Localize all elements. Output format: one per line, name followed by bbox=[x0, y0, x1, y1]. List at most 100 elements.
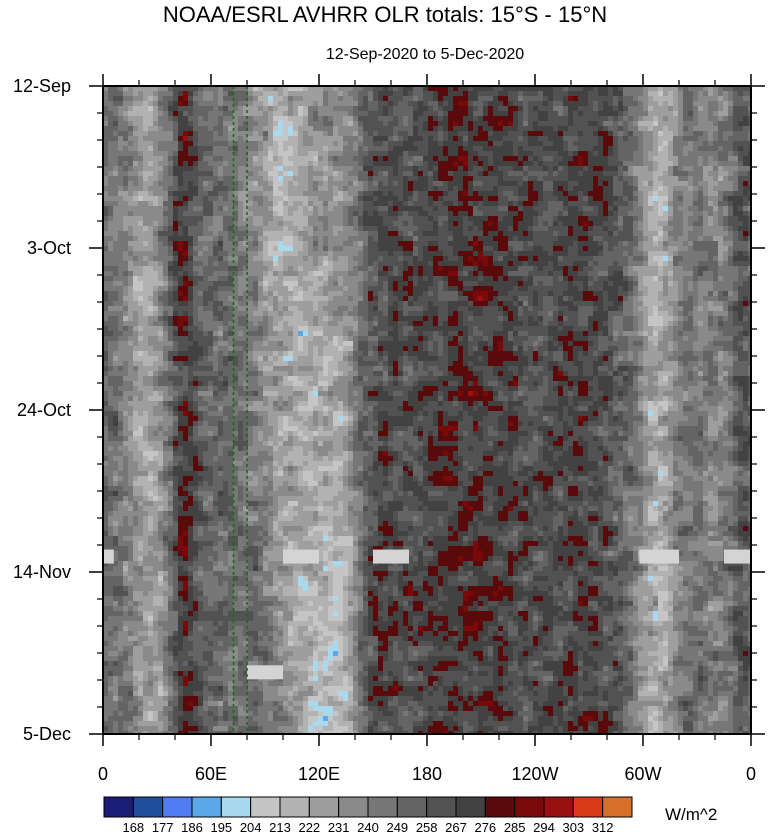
olr-cell bbox=[528, 121, 534, 127]
olr-cell bbox=[503, 251, 509, 257]
olr-cell bbox=[588, 181, 594, 187]
olr-cell bbox=[423, 226, 429, 232]
olr-cell bbox=[108, 241, 114, 247]
olr-cell bbox=[283, 91, 289, 97]
olr-cell bbox=[128, 161, 134, 167]
olr-cell bbox=[468, 136, 474, 142]
olr-cell bbox=[443, 101, 449, 107]
olr-cell bbox=[323, 226, 329, 232]
olr-cell bbox=[548, 241, 554, 247]
olr-cell bbox=[538, 166, 544, 172]
olr-cell bbox=[463, 246, 469, 252]
olr-cell bbox=[673, 106, 679, 112]
olr-cell bbox=[113, 86, 119, 92]
olr-cell bbox=[453, 236, 459, 242]
olr-cell bbox=[328, 266, 334, 272]
olr-cell bbox=[333, 131, 339, 137]
olr-cell bbox=[723, 241, 729, 247]
olr-cell bbox=[493, 136, 499, 142]
olr-cell bbox=[328, 261, 334, 267]
olr-cell bbox=[593, 211, 599, 217]
olr-cell bbox=[748, 206, 752, 212]
olr-cell bbox=[168, 201, 174, 207]
olr-cell bbox=[188, 146, 194, 152]
olr-cell bbox=[388, 201, 394, 207]
olr-cell bbox=[128, 106, 134, 112]
olr-cell bbox=[648, 111, 654, 117]
olr-cell bbox=[403, 201, 409, 207]
olr-cell bbox=[683, 256, 689, 262]
olr-cell bbox=[598, 201, 604, 207]
olr-cell bbox=[323, 101, 329, 107]
olr-cell bbox=[718, 106, 724, 112]
olr-cell bbox=[428, 206, 434, 212]
olr-cell bbox=[393, 221, 399, 227]
olr-cell bbox=[243, 121, 249, 127]
olr-cell bbox=[333, 211, 339, 217]
olr-cell bbox=[673, 211, 679, 217]
olr-cell bbox=[733, 236, 739, 242]
olr-cell bbox=[488, 186, 494, 192]
olr-cell bbox=[618, 221, 624, 227]
olr-cell bbox=[668, 106, 674, 112]
olr-cell bbox=[643, 206, 649, 212]
olr-cell bbox=[498, 256, 504, 262]
olr-cell bbox=[493, 241, 499, 247]
olr-cell bbox=[523, 261, 529, 267]
olr-cell bbox=[173, 276, 179, 282]
olr-cell bbox=[188, 136, 194, 142]
olr-cell bbox=[603, 206, 609, 212]
olr-cell bbox=[728, 196, 734, 202]
olr-cell bbox=[488, 246, 494, 252]
olr-cell bbox=[403, 136, 409, 142]
olr-cell bbox=[703, 161, 709, 167]
olr-cell bbox=[573, 231, 579, 237]
olr-cell bbox=[513, 271, 519, 277]
olr-cell bbox=[473, 121, 479, 127]
olr-cell bbox=[678, 221, 684, 227]
olr-cell bbox=[233, 91, 239, 97]
olr-cell bbox=[493, 221, 499, 227]
olr-cell bbox=[173, 96, 179, 102]
olr-cell bbox=[718, 86, 724, 92]
olr-cell bbox=[218, 216, 224, 222]
olr-cell bbox=[443, 221, 449, 227]
olr-cell bbox=[388, 131, 394, 137]
olr-cell bbox=[173, 206, 179, 212]
olr-cell bbox=[663, 236, 669, 242]
olr-cell bbox=[103, 231, 109, 237]
olr-cell bbox=[648, 221, 654, 227]
olr-cell bbox=[643, 126, 649, 132]
olr-cell bbox=[718, 191, 724, 197]
olr-cell bbox=[503, 246, 509, 252]
olr-cell bbox=[388, 101, 394, 107]
olr-cell bbox=[298, 236, 304, 242]
olr-cell bbox=[678, 171, 684, 177]
olr-cell bbox=[328, 186, 334, 192]
olr-cell bbox=[723, 86, 729, 92]
olr-cell bbox=[543, 141, 549, 147]
olr-cell bbox=[648, 201, 654, 207]
olr-cell bbox=[643, 186, 649, 192]
olr-cell bbox=[458, 191, 464, 197]
olr-cell bbox=[268, 136, 274, 142]
olr-cell bbox=[613, 211, 619, 217]
olr-cell bbox=[183, 216, 189, 222]
olr-cell bbox=[258, 171, 264, 177]
olr-cell bbox=[458, 176, 464, 182]
olr-cell bbox=[708, 131, 714, 137]
olr-cell bbox=[358, 141, 364, 147]
olr-cell bbox=[163, 276, 169, 282]
olr-cell bbox=[623, 256, 629, 262]
olr-cell bbox=[613, 271, 619, 277]
olr-cell bbox=[613, 191, 619, 197]
olr-cell bbox=[718, 221, 724, 227]
olr-cell bbox=[483, 176, 489, 182]
olr-cell bbox=[518, 131, 524, 137]
olr-cell bbox=[353, 146, 359, 152]
olr-cell bbox=[723, 121, 729, 127]
olr-cell bbox=[258, 221, 264, 227]
olr-cell bbox=[328, 161, 334, 167]
olr-cell bbox=[253, 166, 259, 172]
olr-cell bbox=[628, 256, 634, 262]
